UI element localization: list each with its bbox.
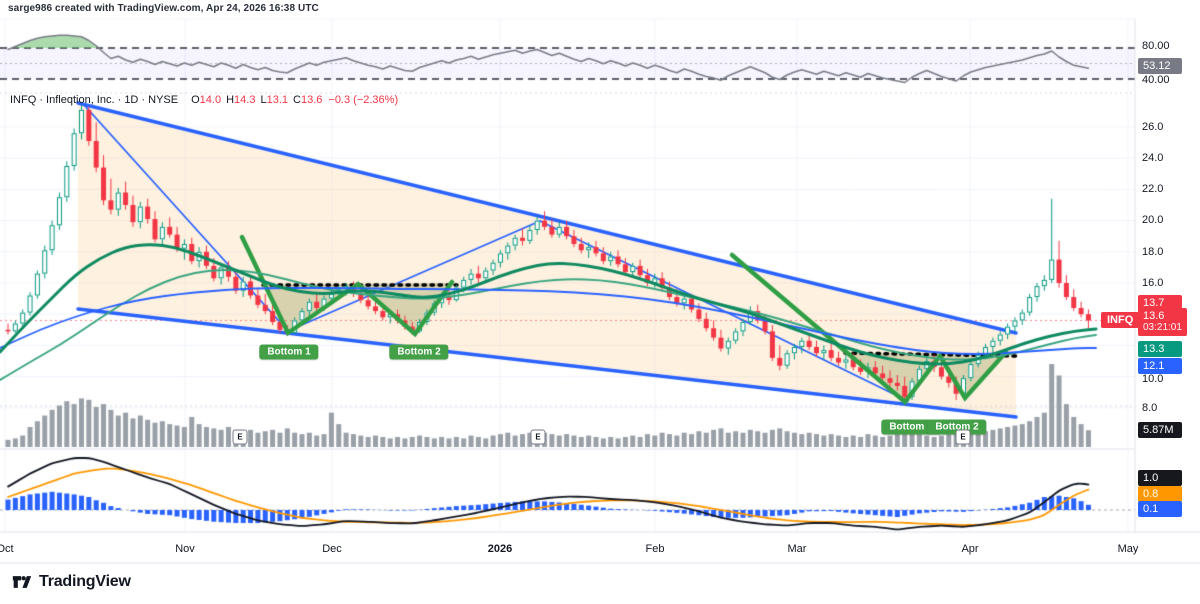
time-axis-label[interactable]: 2026 [487, 543, 513, 555]
earnings-icon[interactable]: E [530, 429, 546, 445]
price-axis-label: 26.0 [1142, 121, 1164, 133]
symbol-info-line[interactable]: INFQ · Infleqtion, Inc. · 1D · NYSE O14.0… [10, 94, 398, 106]
open-label: O [191, 94, 200, 106]
price-axis-label: 40.00 [1142, 74, 1170, 86]
time-axis-label[interactable]: Dec [322, 543, 342, 555]
time-axis-label[interactable]: Nov [175, 543, 195, 555]
high-label: H [226, 94, 235, 106]
low-label: L [260, 94, 267, 106]
price-axis-label: 22.0 [1142, 183, 1164, 195]
open-value: 14.0 [199, 94, 222, 106]
high-value: 14.3 [234, 94, 256, 106]
price-axis-label: 20.0 [1142, 214, 1164, 226]
pattern-label[interactable]: Bottom 1 [259, 344, 319, 360]
price-axis-label: 18.0 [1142, 246, 1164, 258]
price-axis-badge: 13.6 03:21:01 [1138, 308, 1187, 336]
time-axis-label[interactable]: Mar [787, 543, 807, 555]
close-value: 13.6 [300, 94, 323, 106]
pattern-label[interactable]: Bottom 1 [881, 419, 941, 435]
change-value: −0.3 (−2.36%) [328, 94, 399, 106]
time-axis-label[interactable]: Oct [0, 543, 14, 555]
price-axis-badge: 5.87M [1138, 422, 1182, 438]
price-axis-badge: 53.12 [1138, 58, 1182, 74]
price-axis-badge: 13.3 [1138, 341, 1182, 357]
price-line-symbol-tag: INFQ [1101, 312, 1140, 328]
credit-text: sarge986 created with TradingView.com, A… [8, 3, 319, 14]
price-axis-label: 16.0 [1142, 277, 1164, 289]
time-axis-label[interactable]: Apr [961, 543, 979, 555]
price-axis-badge: 12.1 [1138, 358, 1182, 374]
price-axis-badge: 13.7 [1138, 295, 1182, 311]
price-axis-badge: 0.8 [1138, 486, 1182, 502]
tradingview-logo-text: TradingView [39, 573, 131, 590]
time-axis-label[interactable]: May [1117, 543, 1139, 555]
price-axis-label: 8.0 [1142, 402, 1158, 414]
pattern-label[interactable]: Bottom 2 [927, 419, 987, 435]
earnings-icon[interactable]: E [955, 429, 971, 445]
price-axis-label: 24.0 [1142, 152, 1164, 164]
close-label: C [293, 94, 301, 106]
tradingview-logo-icon [12, 576, 32, 588]
price-axis-badge: 1.0 [1138, 470, 1182, 486]
price-axis-label: 10.0 [1142, 373, 1164, 385]
earnings-icon[interactable]: E [232, 429, 248, 445]
time-axis-label[interactable]: Feb [645, 543, 665, 555]
low-value: 13.1 [266, 94, 289, 106]
pattern-label[interactable]: Bottom 2 [389, 344, 449, 360]
price-axis-badge: 0.1 [1138, 501, 1182, 517]
symbol-title[interactable]: INFQ · Infleqtion, Inc. · 1D · NYSE [10, 94, 179, 106]
tradingview-logo[interactable]: TradingView [12, 572, 131, 592]
price-axis-label: 80.00 [1142, 40, 1170, 52]
